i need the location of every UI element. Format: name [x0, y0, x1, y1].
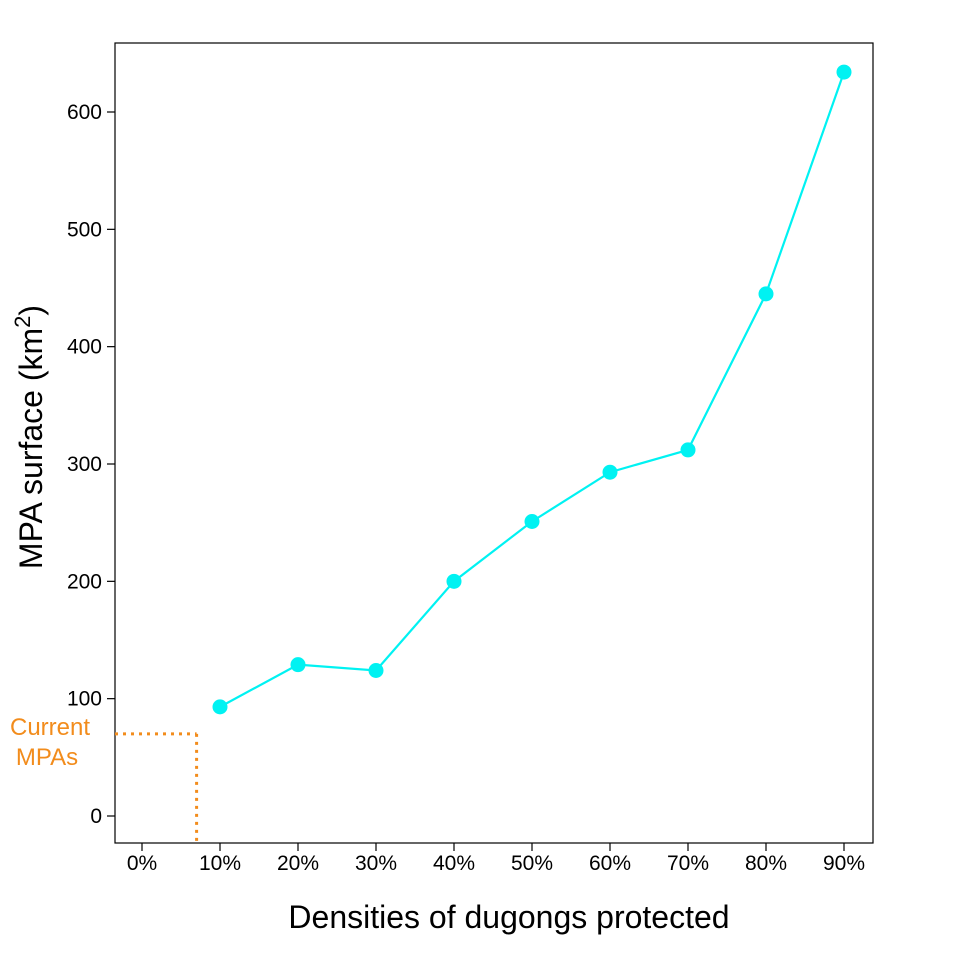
data-point — [290, 657, 306, 673]
y-tick-label: 0 — [90, 805, 102, 828]
x-tick-label: 90% — [823, 852, 865, 875]
y-axis-title: MPA surface (km2) — [10, 305, 49, 569]
x-tick-label: 80% — [745, 852, 787, 875]
data-point — [602, 464, 618, 480]
y-tick-label: 600 — [67, 101, 102, 124]
y-tick-label: 200 — [67, 570, 102, 593]
plot-frame — [114, 42, 874, 844]
annotation-line-2: MPAs — [16, 744, 78, 771]
y-axis-title-main: MPA surface (km — [13, 328, 49, 569]
data-point — [680, 442, 696, 458]
current-mpas-reference — [115, 732, 199, 843]
data-point — [212, 699, 228, 715]
axes: 0% 10% 20% 30% 40% 50% 60% 70% 80% 90% 0 100 200 300 4… — [67, 42, 874, 875]
series-line — [219, 71, 846, 708]
x-tick-label: 50% — [511, 852, 553, 875]
y-axis-title-close: ) — [13, 305, 49, 316]
x-tick-label: 30% — [355, 852, 397, 875]
data-point — [524, 513, 540, 529]
data-point — [758, 286, 774, 302]
x-tick-label: 60% — [589, 852, 631, 875]
series — [212, 64, 852, 715]
x-tick-label: 10% — [199, 852, 241, 875]
y-tick-label: 300 — [67, 453, 102, 476]
data-point — [368, 663, 384, 679]
y-axis-title-superscript: 2 — [10, 316, 35, 328]
x-tick-label: 20% — [277, 852, 319, 875]
y-tick-label: 400 — [67, 336, 102, 359]
annotation-line-1: Current — [10, 714, 90, 741]
data-point — [446, 573, 462, 589]
x-axis-title: Densities of dugongs protected — [288, 899, 729, 935]
y-tick-label: 100 — [67, 688, 102, 711]
y-tick-label: 500 — [67, 218, 102, 241]
x-tick-label: 40% — [433, 852, 475, 875]
x-tick-label: 0% — [127, 852, 157, 875]
x-tick-label: 70% — [667, 852, 709, 875]
data-point — [836, 64, 852, 80]
current-mpas-label: Current MPAs — [10, 714, 90, 771]
